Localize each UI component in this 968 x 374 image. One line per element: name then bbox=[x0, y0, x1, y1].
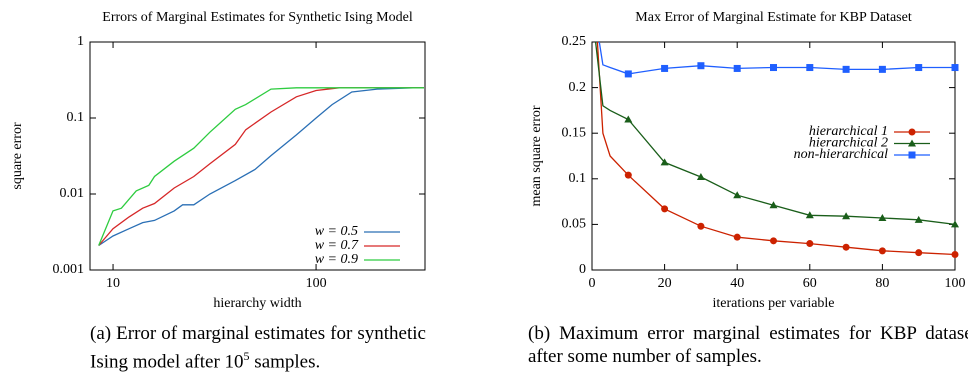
legend-label: w = 0.5 bbox=[315, 224, 358, 239]
caption-superscript: 5 bbox=[243, 349, 250, 363]
x-tick-label: 20 bbox=[658, 276, 672, 291]
y-tick-label: 0.25 bbox=[562, 34, 587, 49]
chart-title: Max Error of Marginal Estimate for KBP D… bbox=[635, 10, 912, 25]
caption-text: samples. bbox=[249, 351, 321, 373]
data-point bbox=[770, 237, 777, 245]
series-line bbox=[98, 87, 424, 246]
x-tick-label: 60 bbox=[803, 276, 817, 291]
x-tick-label: 0 bbox=[589, 276, 596, 291]
legend-marker bbox=[908, 128, 916, 136]
data-point bbox=[769, 201, 778, 209]
data-point bbox=[951, 220, 959, 228]
data-point bbox=[806, 240, 814, 248]
data-point bbox=[697, 222, 705, 230]
data-point bbox=[660, 158, 669, 166]
data-point bbox=[733, 233, 741, 241]
caption-text: (a) Error of marginal estimates for synt… bbox=[90, 323, 426, 373]
x-axis-label: hierarchy width bbox=[213, 296, 301, 311]
series-line bbox=[98, 87, 424, 246]
data-point bbox=[806, 64, 814, 72]
data-point bbox=[915, 64, 923, 72]
data-point bbox=[624, 115, 633, 123]
data-point bbox=[842, 212, 851, 220]
series-line bbox=[596, 41, 956, 256]
data-point bbox=[842, 243, 850, 251]
y-tick-label: 0.1 bbox=[569, 171, 587, 186]
series-line bbox=[98, 87, 424, 247]
data-point bbox=[624, 171, 632, 179]
y-axis-label: mean square error bbox=[529, 105, 544, 206]
data-point bbox=[661, 64, 669, 72]
x-tick-label: 40 bbox=[730, 276, 744, 291]
plot-frame bbox=[591, 41, 956, 271]
y-tick-label: 0.2 bbox=[569, 80, 587, 95]
y-tick-label: 0.15 bbox=[562, 125, 587, 140]
data-point bbox=[805, 211, 814, 219]
legend-label: w = 0.9 bbox=[315, 252, 358, 267]
x-tick-label: 100 bbox=[306, 276, 327, 291]
x-tick-label: 80 bbox=[875, 276, 889, 291]
data-point bbox=[733, 191, 742, 199]
y-tick-label: 0 bbox=[579, 262, 586, 277]
data-point bbox=[914, 215, 923, 223]
data-point bbox=[842, 65, 850, 73]
data-point bbox=[878, 214, 887, 222]
chart-title: Errors of Marginal Estimates for Synthet… bbox=[102, 10, 413, 25]
data-point bbox=[733, 64, 741, 72]
legend-label: w = 0.7 bbox=[315, 238, 359, 253]
legend-marker bbox=[908, 139, 916, 147]
y-tick-label: 0.1 bbox=[67, 110, 85, 125]
legend-label: non-hierarchical bbox=[794, 147, 888, 162]
y-tick-label: 0.001 bbox=[53, 262, 85, 277]
y-tick-label: 0.01 bbox=[60, 186, 85, 201]
data-point bbox=[697, 62, 705, 70]
plot-frame bbox=[89, 41, 426, 271]
data-point bbox=[696, 172, 705, 180]
x-tick-label: 100 bbox=[945, 276, 966, 291]
y-tick-label: 1 bbox=[77, 34, 84, 49]
data-point bbox=[624, 70, 632, 78]
data-point bbox=[770, 64, 777, 72]
data-point bbox=[661, 205, 669, 213]
series-line bbox=[598, 41, 955, 75]
x-axis-label: iterations per variable bbox=[712, 296, 834, 311]
data-point bbox=[951, 64, 959, 72]
y-axis-label: square error bbox=[10, 122, 25, 190]
y-tick-label: 0.05 bbox=[562, 217, 587, 232]
caption: (b) Maximum error marginal estimates for… bbox=[528, 323, 968, 367]
legend-marker bbox=[908, 151, 916, 159]
data-point bbox=[915, 249, 923, 257]
x-tick-label: 10 bbox=[106, 276, 120, 291]
caption: (a) Error of marginal estimates for synt… bbox=[90, 322, 426, 373]
data-point bbox=[878, 247, 886, 255]
data-point bbox=[878, 65, 886, 73]
legend-label: hierarchical 1 bbox=[809, 124, 888, 139]
legend-label: hierarchical 2 bbox=[809, 136, 888, 151]
data-point bbox=[951, 250, 959, 258]
